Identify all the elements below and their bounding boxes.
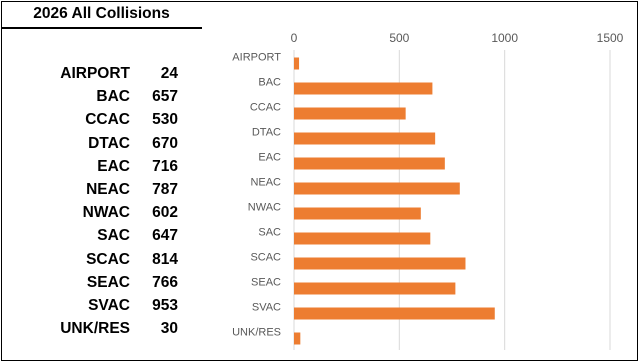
x-tick-label: 500 (389, 31, 409, 45)
bar (294, 57, 300, 70)
table-row-name: AIRPORT (60, 65, 130, 82)
y-tick-label: CCAC (250, 102, 281, 114)
table-row-value: 766 (152, 273, 178, 291)
table-row-value: 602 (152, 204, 178, 222)
bar (294, 282, 456, 295)
bar (294, 157, 445, 170)
table-row-name: EAC (97, 157, 130, 175)
table-row-value: 787 (152, 181, 178, 198)
bar (294, 132, 436, 145)
y-tick-label: DTAC (252, 127, 281, 139)
bar (294, 182, 460, 195)
table-row-name: SCAC (86, 250, 130, 268)
y-tick-label: AIRPORT (232, 52, 281, 64)
y-tick-label: SEAC (251, 277, 281, 289)
table-row-value: 24 (160, 65, 178, 82)
x-tick-label: 1500 (597, 31, 624, 45)
table-row-value: 657 (152, 88, 178, 106)
x-tick-label: 1000 (491, 31, 518, 45)
table-row-name: CCAC (85, 111, 130, 129)
y-tick-label: BAC (258, 77, 281, 89)
table-title: 2026 All Collisions (1, 1, 202, 29)
table-row-value: 647 (152, 227, 178, 245)
y-tick-label: SCAC (250, 252, 281, 264)
y-tick-label: UNK/RES (232, 327, 281, 339)
table-row-value: 953 (152, 297, 178, 314)
table-row-name: SAC (97, 227, 130, 245)
y-tick-label: EAC (258, 152, 281, 164)
bar (294, 332, 301, 345)
table-row-value: 716 (152, 157, 178, 175)
table-row-name: BAC (96, 88, 130, 106)
bar (294, 207, 421, 220)
bar (294, 107, 406, 120)
table-row-name: DTAC (88, 134, 130, 152)
table-row-value: 670 (152, 134, 178, 152)
y-tick-label: NWAC (248, 202, 281, 214)
bar (294, 307, 495, 320)
table-row-value: 814 (152, 250, 178, 268)
table-row-name: SVAC (88, 297, 130, 314)
bar (294, 232, 431, 245)
y-tick-label: SVAC (252, 302, 281, 314)
bar (294, 257, 466, 270)
table-row-name: NEAC (86, 181, 130, 198)
bar (294, 82, 433, 95)
y-tick-label: SAC (258, 227, 281, 239)
table-row-name: UNK/RES (60, 320, 130, 338)
table-row-value: 530 (152, 111, 178, 129)
table-row-name: NWAC (82, 204, 130, 222)
y-tick-label: NEAC (250, 177, 281, 189)
table-row-value: 30 (160, 320, 178, 338)
x-tick-label: 0 (291, 31, 298, 45)
table-row-name: SEAC (86, 273, 130, 291)
